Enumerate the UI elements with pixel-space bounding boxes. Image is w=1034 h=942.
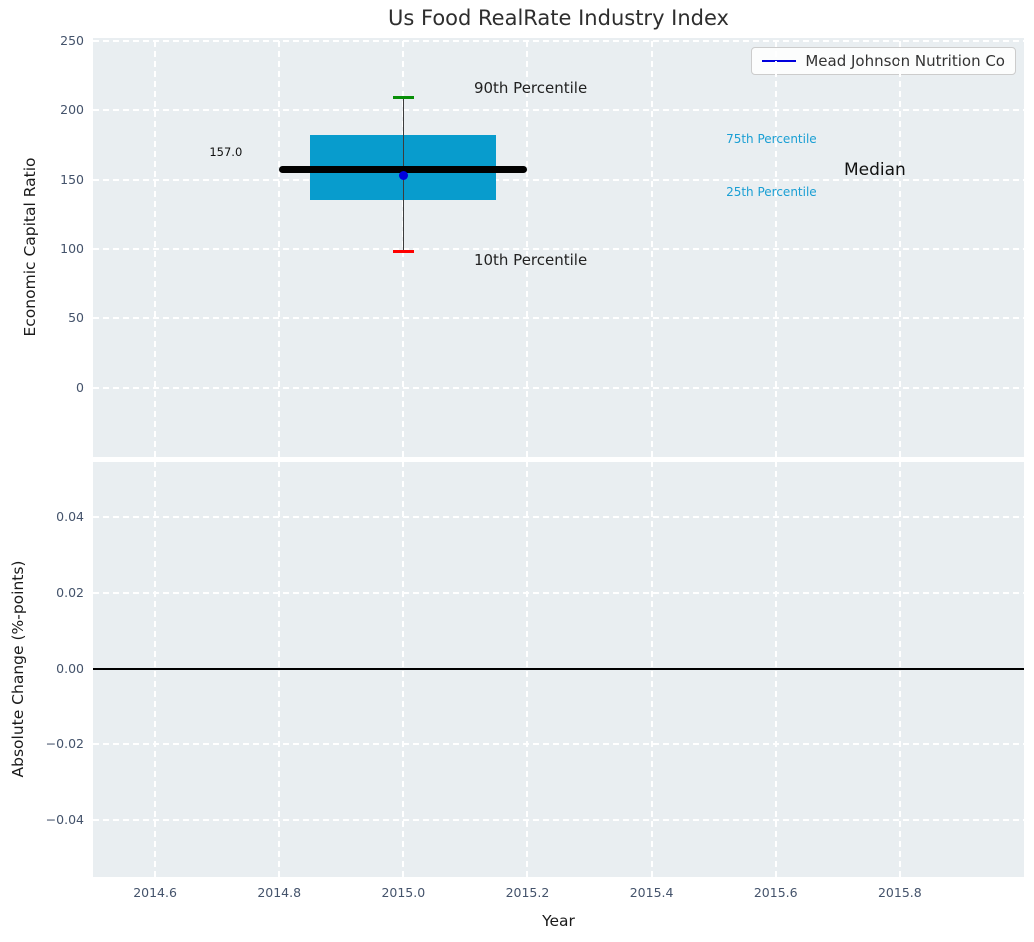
annotation-p90-label: 90th Percentile: [473, 78, 588, 97]
gridline: [93, 109, 1024, 112]
gridline: [93, 317, 1024, 320]
company-marker: [398, 170, 408, 180]
zero-line: [93, 667, 1024, 670]
gridline: [93, 591, 1024, 594]
y-tick-label: 0.00: [56, 660, 84, 676]
gridline: [526, 38, 529, 457]
annotation-p75-label: 75th Percentile: [726, 132, 817, 147]
legend: Mead Johnson Nutrition Co: [751, 47, 1016, 75]
legend-label: Mead Johnson Nutrition Co: [805, 52, 1005, 70]
annotation-p25-label: 25th Percentile: [726, 185, 817, 199]
x-tick-label: 2015.4: [629, 885, 674, 900]
gridline: [93, 386, 1024, 389]
top-plot-area: Mead Johnson Nutrition Co 90th Percentil…: [93, 38, 1024, 457]
legend-line-swatch: [762, 60, 797, 62]
x-tick-label: 2015.2: [505, 885, 550, 900]
p90-cap: [392, 95, 414, 100]
x-axis-label: Year: [542, 912, 575, 930]
gridline: [650, 38, 653, 457]
gridline: [154, 38, 157, 457]
x-tick-label: 2014.6: [133, 885, 177, 900]
y-tick-label: 50: [68, 310, 84, 326]
y-tick-label: 200: [60, 102, 84, 118]
y-tick-label: −0.02: [45, 736, 84, 752]
y-tick-label: 250: [60, 32, 84, 48]
gridline: [278, 38, 281, 457]
gridline: [93, 819, 1024, 822]
gridline: [93, 247, 1024, 250]
annotation-p10-label: 10th Percentile: [473, 250, 588, 269]
y-tick-label: 100: [60, 240, 84, 256]
p10-cap: [392, 249, 414, 254]
annotation-median-value-label: 157.0: [209, 144, 243, 159]
y-tick-label: 0.04: [56, 508, 84, 524]
bottom-plot-area: [93, 462, 1024, 877]
y-tick-label: −0.04: [45, 812, 84, 828]
x-tick-label: 2015.6: [753, 885, 798, 900]
gridline: [93, 178, 1024, 181]
y-tick-label: 0: [76, 379, 84, 395]
gridline: [93, 515, 1024, 518]
x-tick-label: 2015.8: [877, 885, 922, 900]
gridline: [93, 39, 1024, 42]
chart-title: Us Food RealRate Industry Index: [388, 6, 729, 30]
annotation-median-label: Median: [844, 159, 906, 180]
median-line: [279, 166, 528, 174]
y-tick-label: 150: [60, 171, 84, 187]
gridline: [898, 38, 901, 457]
gridline: [774, 38, 777, 457]
y-tick-label: 0.02: [56, 584, 84, 600]
x-tick-label: 2015.0: [381, 885, 426, 900]
x-tick-label: 2014.8: [257, 885, 302, 900]
gridline: [93, 743, 1024, 746]
